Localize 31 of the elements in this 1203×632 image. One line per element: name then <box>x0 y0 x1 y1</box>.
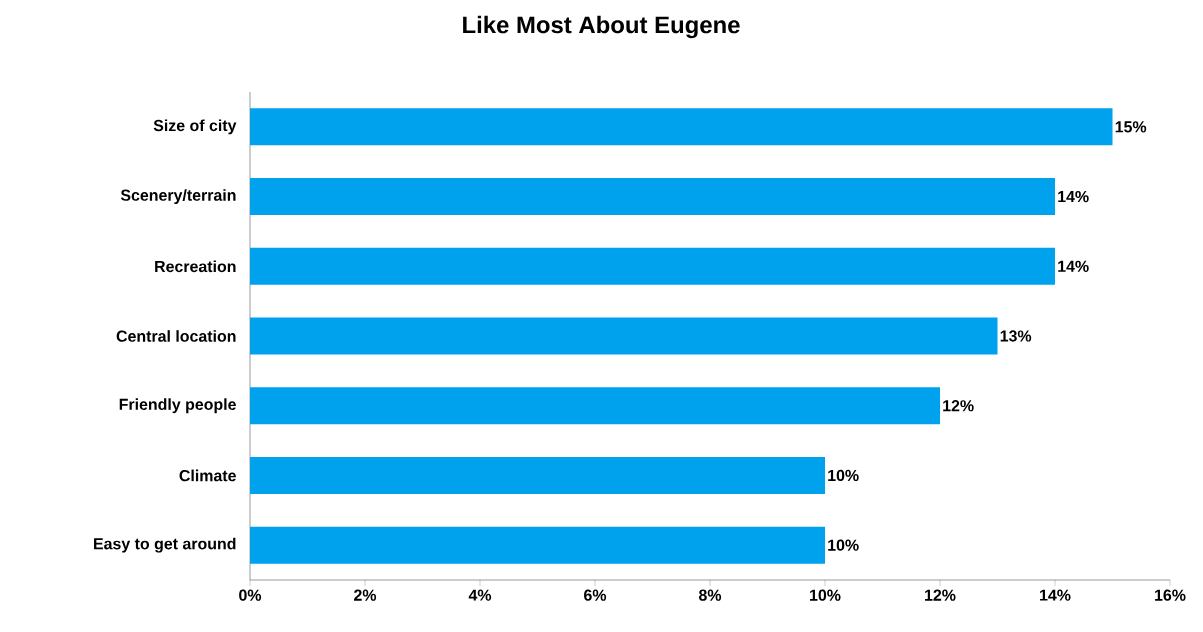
x-tick-label: 14% <box>1040 589 1071 601</box>
data-label: 14% <box>1058 260 1089 272</box>
x-tick-label: 2% <box>354 589 377 601</box>
y-tick-label: Easy to get around <box>94 537 236 553</box>
bar <box>250 247 1056 285</box>
y-tick-label: Friendly people <box>119 398 236 414</box>
x-tick-label: 10% <box>810 589 841 601</box>
x-tick-label: 16% <box>1155 589 1186 601</box>
x-tick-label: 12% <box>925 589 956 601</box>
data-label: 13% <box>1000 330 1032 342</box>
x-tick-label: 6% <box>584 589 607 601</box>
bar <box>250 317 998 355</box>
y-tick-label: Central location <box>116 330 236 342</box>
bar <box>250 526 826 564</box>
bar <box>250 178 1056 216</box>
data-label: 10% <box>828 539 859 551</box>
bar <box>250 108 1113 146</box>
y-tick-label: Climate <box>179 469 236 482</box>
y-tick-label: Size of city <box>153 119 237 135</box>
chart-title: Like Most About Eugene <box>463 15 740 39</box>
data-label: 12% <box>943 400 974 412</box>
x-tick-label: 4% <box>468 589 492 601</box>
data-label: 14% <box>1058 190 1089 203</box>
bar <box>250 456 826 494</box>
bar <box>250 387 941 425</box>
x-tick-label: 0% <box>239 589 262 601</box>
data-label: 10% <box>828 469 859 482</box>
data-label: 15% <box>1115 121 1147 133</box>
x-tick-label: 8% <box>698 589 722 601</box>
y-tick-label: Recreation <box>155 260 236 273</box>
y-tick-label: Scenery/terrain <box>120 189 236 205</box>
